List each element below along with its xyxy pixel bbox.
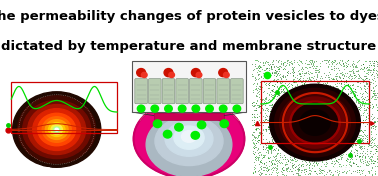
Text: The permeability changes of protein vesicles to dyes,: The permeability changes of protein vesi…: [0, 10, 378, 23]
Ellipse shape: [309, 118, 321, 127]
Ellipse shape: [12, 92, 101, 167]
Circle shape: [192, 105, 200, 112]
Ellipse shape: [299, 109, 332, 137]
Ellipse shape: [311, 120, 318, 125]
Ellipse shape: [300, 110, 330, 135]
Ellipse shape: [165, 121, 213, 156]
Ellipse shape: [55, 128, 58, 131]
Ellipse shape: [292, 103, 338, 142]
Ellipse shape: [306, 115, 324, 130]
Ellipse shape: [285, 97, 345, 148]
Ellipse shape: [146, 113, 232, 176]
Ellipse shape: [137, 68, 146, 77]
Circle shape: [163, 130, 172, 138]
Ellipse shape: [48, 122, 65, 137]
Circle shape: [151, 105, 159, 112]
Ellipse shape: [45, 120, 68, 139]
Ellipse shape: [23, 100, 91, 159]
Bar: [132, 61, 246, 112]
Circle shape: [197, 121, 206, 129]
Ellipse shape: [196, 72, 202, 78]
Circle shape: [165, 105, 172, 112]
Ellipse shape: [51, 125, 62, 134]
FancyBboxPatch shape: [135, 79, 147, 104]
Ellipse shape: [133, 99, 245, 176]
Text: dictated by temperature and membrane structure: dictated by temperature and membrane str…: [2, 40, 376, 53]
FancyBboxPatch shape: [203, 79, 216, 104]
Ellipse shape: [302, 112, 328, 133]
Circle shape: [220, 120, 228, 128]
Ellipse shape: [141, 72, 147, 78]
Ellipse shape: [164, 68, 173, 77]
Circle shape: [137, 105, 145, 112]
FancyBboxPatch shape: [149, 79, 161, 104]
Bar: [11, 82, 117, 133]
FancyBboxPatch shape: [176, 79, 189, 104]
Circle shape: [191, 131, 200, 139]
Ellipse shape: [38, 113, 76, 146]
Circle shape: [233, 105, 241, 112]
Ellipse shape: [294, 105, 336, 140]
Circle shape: [178, 105, 186, 112]
Ellipse shape: [270, 84, 360, 161]
Ellipse shape: [191, 68, 200, 77]
FancyBboxPatch shape: [217, 79, 229, 104]
Bar: [154, 113, 224, 120]
Ellipse shape: [54, 127, 59, 132]
Ellipse shape: [28, 105, 86, 155]
Circle shape: [219, 105, 227, 112]
Ellipse shape: [181, 131, 197, 142]
Ellipse shape: [18, 96, 96, 163]
Circle shape: [175, 123, 183, 131]
Ellipse shape: [53, 126, 60, 133]
Circle shape: [206, 105, 213, 112]
FancyBboxPatch shape: [231, 79, 243, 104]
Ellipse shape: [219, 68, 228, 77]
Ellipse shape: [290, 101, 340, 144]
Ellipse shape: [42, 117, 71, 142]
Ellipse shape: [275, 88, 355, 157]
Ellipse shape: [169, 72, 175, 78]
Ellipse shape: [174, 126, 204, 149]
Circle shape: [153, 120, 162, 128]
FancyBboxPatch shape: [189, 79, 202, 104]
FancyBboxPatch shape: [162, 79, 175, 104]
Ellipse shape: [223, 72, 229, 78]
Ellipse shape: [33, 109, 81, 150]
Bar: [261, 81, 369, 143]
Ellipse shape: [280, 92, 350, 153]
Ellipse shape: [155, 117, 223, 166]
